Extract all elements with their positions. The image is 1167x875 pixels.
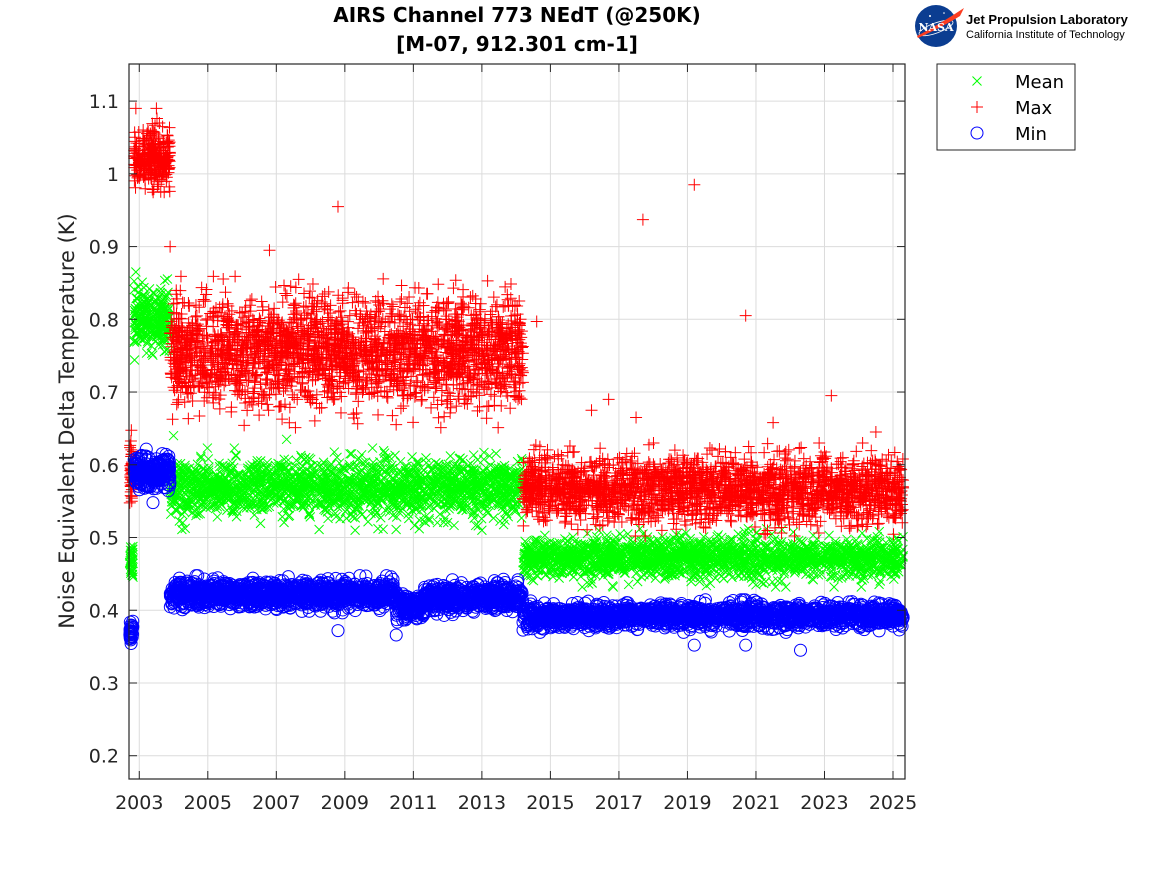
data-point-mean: [279, 517, 289, 528]
data-point-mean: [133, 327, 144, 338]
data-point-mean: [146, 348, 157, 359]
data-point-mean: [152, 327, 163, 338]
data-point-mean: [129, 335, 140, 346]
data-point-mean: [153, 308, 163, 319]
data-point-mean: [163, 287, 173, 298]
data-point-mean: [162, 310, 172, 320]
data-point-mean: [147, 350, 158, 360]
data-point-mean: [131, 336, 142, 347]
data-point-mean: [129, 284, 140, 295]
data-point-mean: [202, 443, 213, 453]
data-point-mean: [161, 345, 172, 356]
data-point-mean: [231, 451, 241, 461]
data-point-mean: [156, 303, 167, 314]
data-point-mean: [127, 544, 138, 555]
data-point-mean: [138, 291, 149, 301]
data-point-mean: [159, 333, 170, 343]
data-point-mean: [473, 520, 484, 531]
data-point-mean: [137, 277, 148, 288]
data-point-mean: [151, 295, 162, 306]
data-point-mean: [130, 307, 141, 318]
data-point-mean: [162, 274, 173, 284]
data-point-mean: [344, 459, 355, 470]
plot-background: [129, 64, 905, 779]
data-point-mean: [152, 306, 163, 317]
data-point-mean: [155, 322, 166, 333]
data-marks: [123, 102, 910, 657]
data-point-mean: [142, 338, 153, 349]
data-point-mean: [373, 523, 383, 534]
data-point-mean: [155, 284, 166, 295]
data-point-mean: [139, 282, 149, 293]
data-point-mean: [138, 299, 149, 310]
data-point-mean: [137, 327, 147, 338]
series-mean: [124, 267, 908, 592]
data-point-mean: [159, 275, 170, 286]
data-point-mean: [161, 290, 172, 301]
data-point-mean: [138, 314, 149, 324]
data-point-mean: [129, 355, 140, 365]
data-point-mean: [150, 297, 160, 308]
data-point-mean: [129, 276, 140, 287]
data-point-mean: [133, 302, 144, 313]
data-point-mean: [155, 287, 166, 298]
data-point-mean: [159, 346, 170, 357]
data-point-mean: [124, 558, 135, 569]
